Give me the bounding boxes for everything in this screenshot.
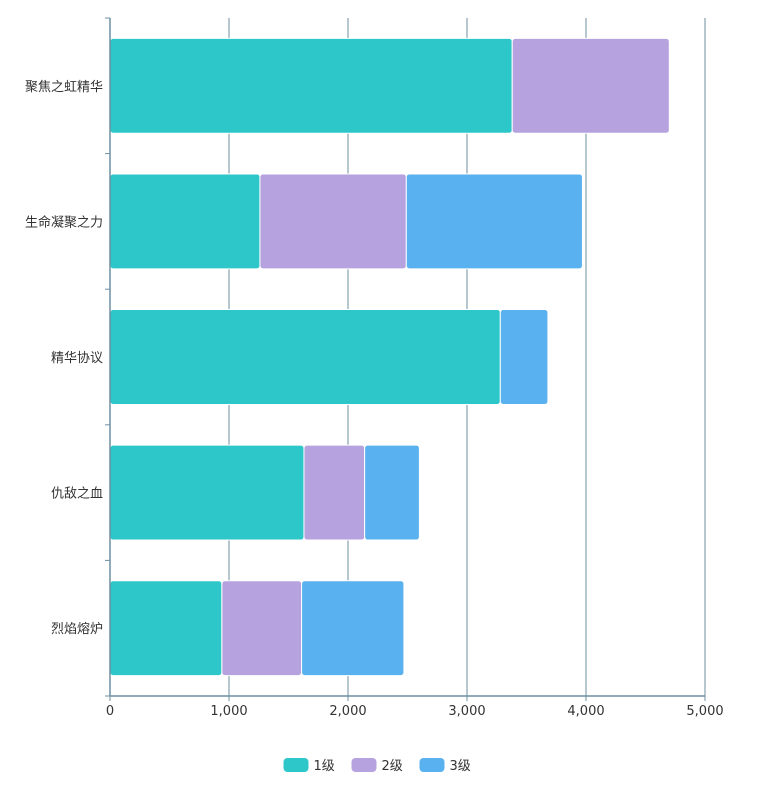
bar-segment[interactable] [499, 309, 549, 405]
bar-segment[interactable] [405, 173, 583, 270]
bar-segment[interactable] [301, 580, 405, 677]
bar-segment[interactable] [511, 37, 670, 134]
category-label: 仇敌之血 [51, 487, 103, 502]
bar-segment[interactable] [303, 444, 366, 541]
axes: 0 1,000 2,000 3,000 4,000 5,000 聚焦之虹精华生命凝聚之力精华… [25, 17, 724, 719]
x-tick-label: 2,000 [329, 704, 366, 719]
category-label: 烈焰熔炉 [51, 622, 103, 637]
x-tick-label: 5,000 [686, 704, 723, 719]
bar-segment[interactable] [364, 444, 420, 541]
legend-swatch[interactable] [419, 758, 445, 772]
bar-segment[interactable] [259, 173, 407, 270]
category-label: 精华协议 [51, 351, 103, 366]
bar-segment[interactable] [109, 309, 501, 405]
bar-segment[interactable] [109, 37, 513, 134]
bar-segment[interactable] [109, 173, 261, 270]
x-tick-label: 3,000 [448, 704, 485, 719]
bar-segment[interactable] [109, 444, 305, 541]
x-tick-label: 4,000 [567, 704, 604, 719]
legend-swatch[interactable] [283, 758, 309, 772]
legend: 1级 2级 3级 [283, 758, 471, 774]
x-tick-label: 0 [106, 704, 114, 719]
category-label: 聚焦之虹精华 [25, 80, 103, 95]
bar-segment[interactable] [109, 580, 223, 677]
legend-label[interactable]: 1级 [314, 759, 335, 774]
bars [109, 37, 670, 677]
legend-label[interactable]: 2级 [382, 759, 403, 774]
legend-label[interactable]: 3级 [450, 759, 471, 774]
bar-segment[interactable] [221, 580, 303, 677]
x-tick-label: 1,000 [210, 704, 247, 719]
category-label: 生命凝聚之力 [25, 214, 103, 230]
legend-swatch[interactable] [351, 758, 377, 772]
